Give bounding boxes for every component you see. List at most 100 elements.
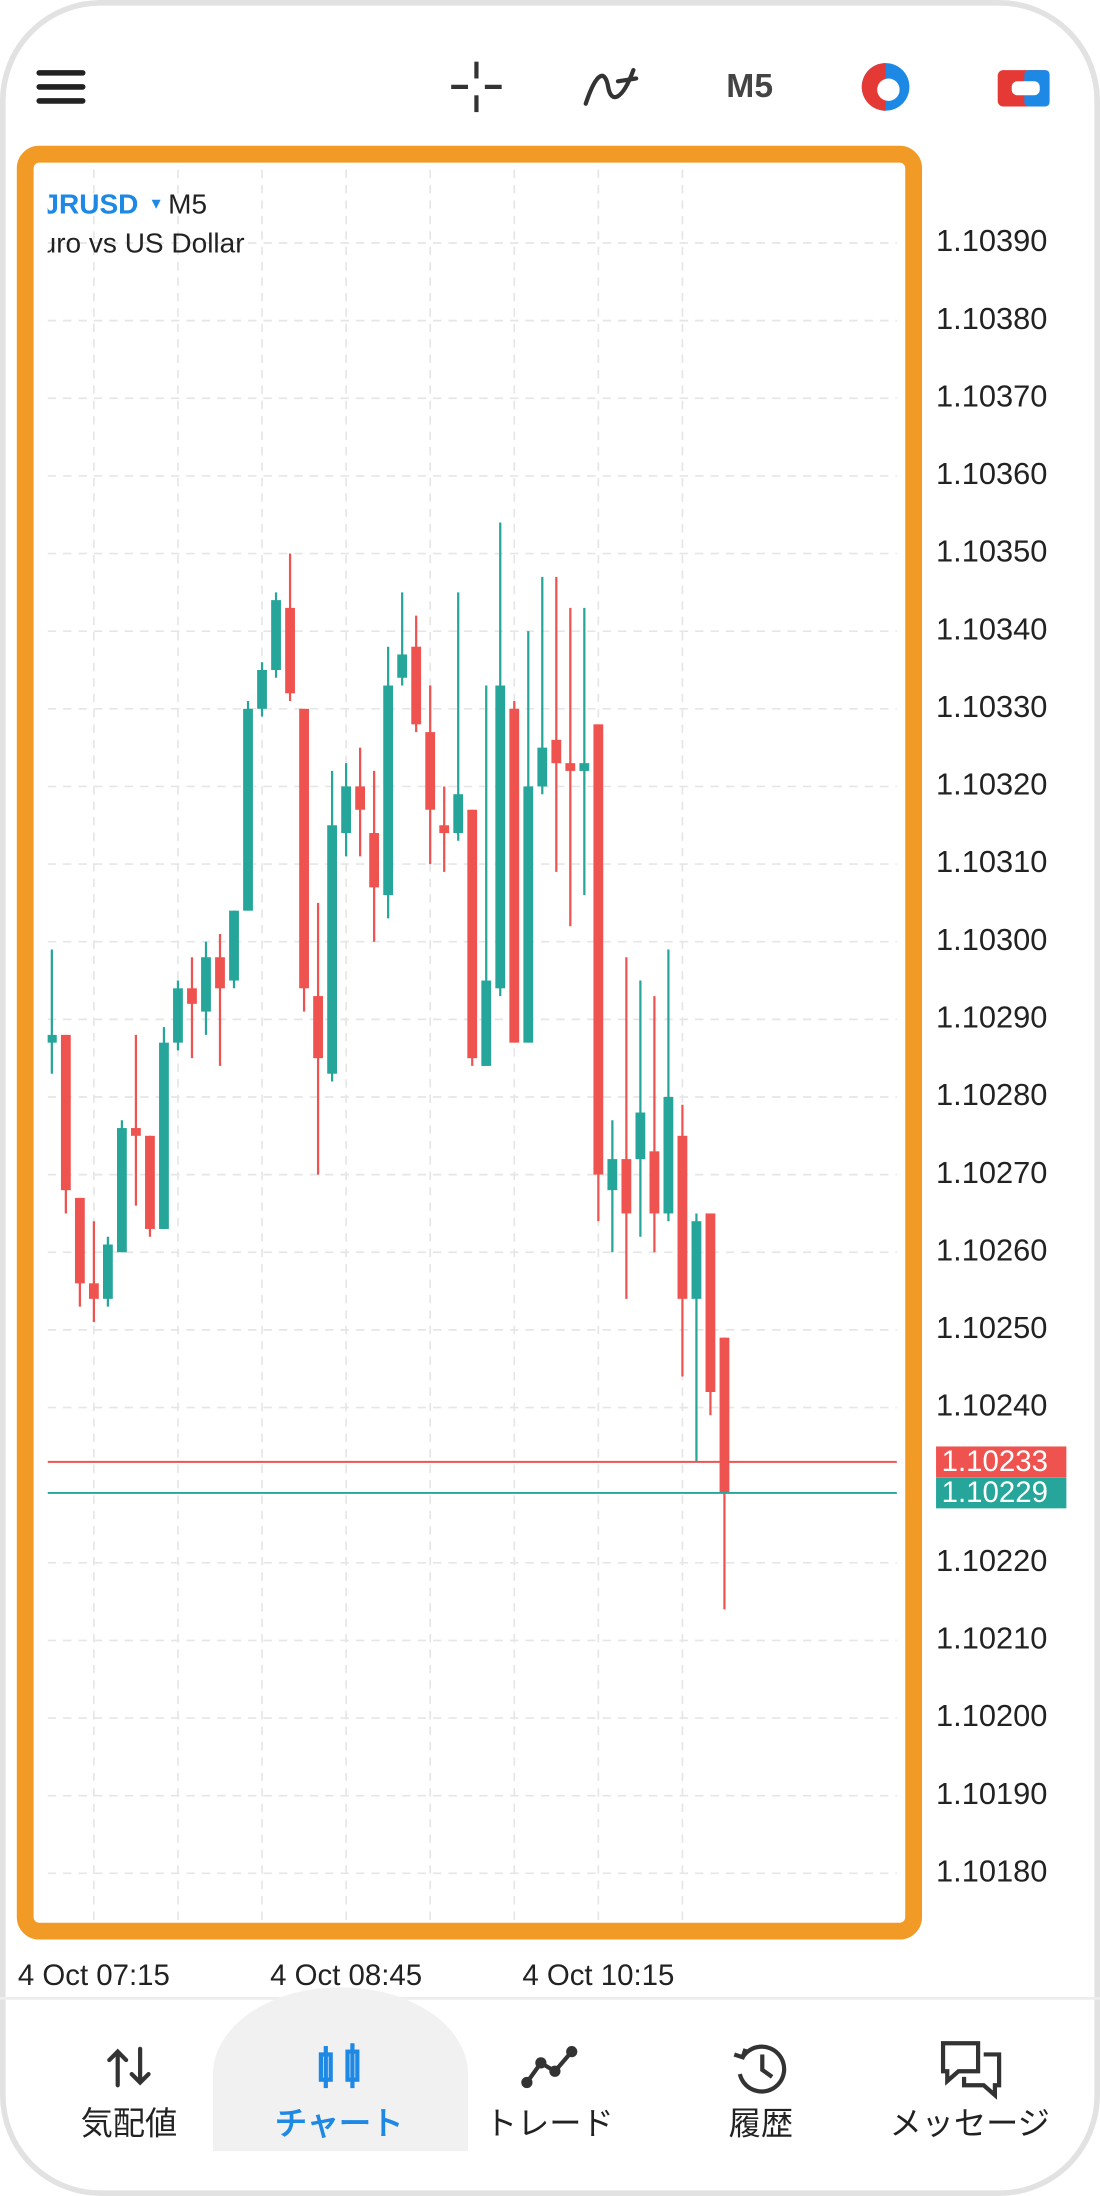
candle-body — [229, 910, 239, 981]
candle-body — [453, 794, 464, 834]
nav-item[interactable]: 履歴 — [729, 2105, 793, 2141]
candle-body — [257, 669, 267, 709]
candle-body — [47, 1034, 57, 1043]
x-tick-label: 4 Oct 08:45 — [270, 1959, 422, 1992]
trade-icon — [521, 2046, 578, 2089]
candle-body — [649, 1151, 660, 1214]
nav-item[interactable]: チャート — [275, 2105, 404, 2141]
candle-body — [117, 1128, 127, 1253]
y-tick-label: 1.10380 — [936, 301, 1047, 336]
candle-body — [467, 809, 478, 1059]
y-tick-label: 1.10190 — [936, 1776, 1047, 1811]
nav-item[interactable]: 気配値 — [81, 2105, 178, 2141]
y-tick-label: 1.10250 — [936, 1310, 1047, 1345]
candle-body — [131, 1128, 141, 1136]
candle-body — [383, 685, 394, 896]
candle-body — [88, 1283, 99, 1299]
candle-body — [705, 1213, 716, 1393]
trade-button[interactable] — [997, 70, 1050, 107]
y-tick-label: 1.10270 — [936, 1155, 1047, 1190]
quotes-icon — [107, 2046, 151, 2088]
candle-body — [369, 833, 380, 888]
toolbar: M5 — [36, 61, 1050, 113]
candle-body — [173, 988, 183, 1043]
candle-body — [663, 1096, 674, 1214]
timeframe-button[interactable]: M5 — [726, 68, 773, 105]
candle-body — [397, 654, 408, 678]
candle-body — [481, 980, 492, 1066]
candle-body — [495, 685, 506, 989]
y-tick-label: 1.10180 — [936, 1853, 1047, 1888]
candle-body — [299, 708, 309, 989]
symbol-dropdown[interactable]: ▼ — [149, 196, 164, 213]
y-tick-label: 1.10260 — [936, 1232, 1047, 1267]
candle-body — [635, 1112, 646, 1160]
x-tick-label: 4 Oct 10:15 — [522, 1959, 674, 1992]
candle-body — [593, 724, 604, 1175]
y-tick-label: 1.10360 — [936, 456, 1047, 491]
symbol-description: uro vs US Dollar — [41, 228, 245, 259]
candle-body — [719, 1337, 730, 1493]
highlight-frame — [16, 145, 923, 1940]
candle-body — [509, 708, 520, 1043]
candle-body — [607, 1159, 618, 1191]
candle-body — [425, 732, 436, 810]
candle-body — [551, 739, 562, 764]
candle-body — [565, 763, 576, 771]
y-tick-label: 1.10220 — [936, 1543, 1047, 1578]
y-tick-label: 1.10390 — [936, 223, 1047, 258]
menu-button[interactable] — [36, 70, 86, 104]
crosshair-button[interactable] — [451, 61, 502, 113]
nav-item[interactable]: トレード — [485, 2105, 614, 2141]
nav-item[interactable]: メッセージ — [889, 2105, 1049, 2141]
y-tick-label: 1.10280 — [936, 1077, 1047, 1112]
candle-body — [243, 708, 253, 911]
history-icon — [733, 2044, 787, 2094]
symbol[interactable]: JRUSD — [43, 188, 139, 219]
candle-body — [215, 957, 225, 989]
candle-body — [159, 1042, 169, 1229]
candle-body — [271, 600, 281, 670]
indicators-button[interactable] — [583, 67, 639, 106]
candle-body — [285, 607, 295, 694]
chart-timeframe: M5 — [168, 188, 207, 219]
y-tick-label: 1.10300 — [936, 922, 1047, 957]
y-tick-label: 1.10310 — [936, 844, 1047, 879]
candle-body — [327, 825, 338, 1074]
chart-icon — [318, 2043, 360, 2089]
ask-line-label: 1.10233 — [942, 1445, 1048, 1478]
bid-line-label-bg — [936, 1477, 1067, 1509]
plot-area — [47, 156, 897, 1926]
y-tick-label: 1.10330 — [936, 689, 1047, 724]
candle-body — [691, 1221, 702, 1299]
chart: 1.10390 1.10380 1.10370 1.10360 1.10350 1.103… — [18, 223, 1067, 1992]
bottom-nav: 気配値 チャート トレード 履歴 メッセージ — [81, 2041, 1050, 2141]
candle-body — [60, 1034, 71, 1191]
x-tick-label: 4 Oct 07:15 — [18, 1959, 170, 1992]
candle-body — [411, 646, 422, 725]
ask-line-label-bg — [936, 1446, 1067, 1478]
candle-body — [201, 957, 211, 1012]
messages-icon — [940, 2041, 1002, 2100]
one-click-button[interactable] — [861, 63, 910, 111]
candle-body — [537, 747, 548, 787]
candle-body — [102, 1244, 113, 1299]
y-tick-label: 1.10340 — [936, 611, 1047, 646]
candle-body — [313, 996, 323, 1059]
y-tick-label: 1.10240 — [936, 1388, 1047, 1423]
candle-body — [677, 1135, 688, 1299]
candle-body — [341, 786, 352, 834]
candle-body — [74, 1197, 85, 1284]
y-tick-label: 1.10200 — [936, 1698, 1047, 1733]
bid-line-label: 1.10229 — [942, 1476, 1048, 1509]
y-tick-label: 1.10290 — [936, 999, 1047, 1034]
y-tick-label: 1.10320 — [936, 767, 1047, 802]
y-tick-label: 1.10350 — [936, 534, 1047, 569]
candle-body — [439, 825, 450, 834]
candle-body — [355, 786, 366, 810]
candle-body — [523, 786, 534, 1043]
candle-body — [145, 1135, 155, 1229]
candle-body — [579, 763, 590, 771]
